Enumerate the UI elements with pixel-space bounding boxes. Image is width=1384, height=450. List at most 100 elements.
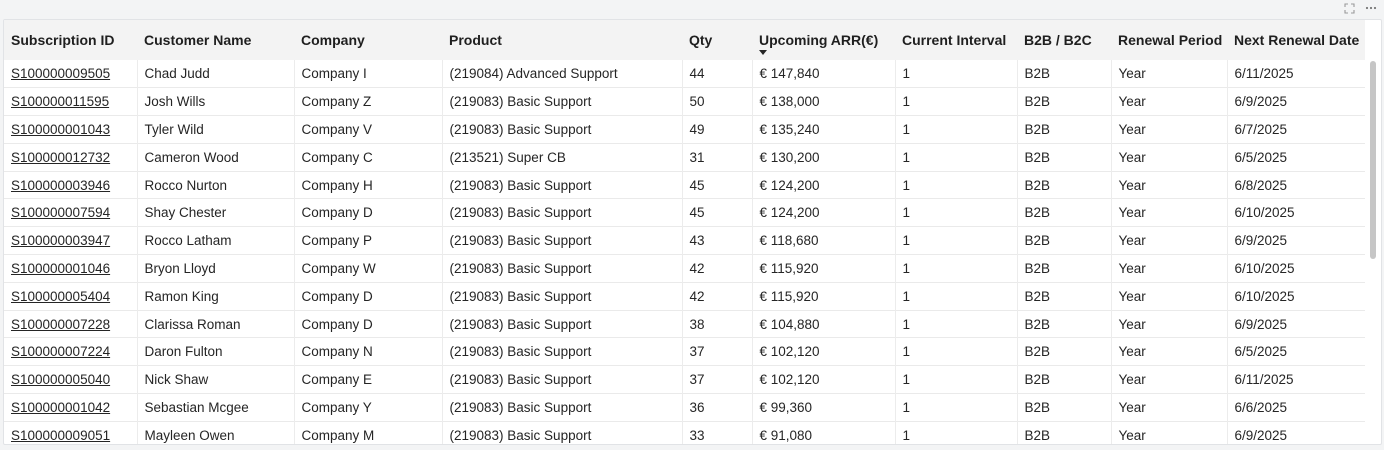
table-cell: Tyler Wild bbox=[137, 115, 295, 144]
table-header-row: Subscription ID Customer Name Company Produ… bbox=[4, 20, 1365, 60]
subscription-id-link[interactable]: S100000007224 bbox=[11, 344, 111, 360]
table-row[interactable]: S100000001046 Bryon Lloyd Company W (219083… bbox=[4, 254, 1365, 283]
table-cell: Bryon Lloyd bbox=[137, 254, 295, 283]
table-cell: B2B bbox=[1017, 60, 1112, 88]
table-cell: Company D bbox=[294, 282, 443, 311]
table-cell: B2B bbox=[1017, 365, 1112, 394]
table-cell: € 115,920 bbox=[752, 254, 896, 283]
table-cell: 1 bbox=[895, 226, 1018, 255]
subscription-id-link[interactable]: S100000007594 bbox=[11, 205, 111, 221]
table-cell: S100000005404 bbox=[4, 282, 138, 311]
column-header-qty[interactable]: Qty bbox=[682, 20, 752, 60]
table-cell: 37 bbox=[682, 365, 753, 394]
column-header-subscription-id[interactable]: Subscription ID bbox=[4, 20, 137, 60]
table-cell: € 124,200 bbox=[752, 198, 896, 227]
table-cell: S100000012732 bbox=[4, 143, 138, 172]
column-header-upcoming-arr[interactable]: Upcoming ARR(€) bbox=[752, 20, 895, 60]
vertical-scrollbar[interactable] bbox=[1370, 61, 1376, 259]
table-row[interactable]: S100000003947 Rocco Latham Company P (21908… bbox=[4, 226, 1365, 255]
column-header-company[interactable]: Company bbox=[294, 20, 442, 60]
subscription-id-link[interactable]: S100000012732 bbox=[11, 149, 111, 165]
table-cell: € 115,920 bbox=[752, 282, 896, 311]
table-cell: 6/5/2025 bbox=[1234, 344, 1288, 360]
subscription-id-link[interactable]: S100000009505 bbox=[11, 66, 111, 82]
table-cell: Company C bbox=[294, 143, 443, 172]
table-cell: 6/5/2025 bbox=[1234, 149, 1288, 165]
table-row[interactable]: S100000012732 Cameron Wood Company C (21352… bbox=[4, 143, 1365, 172]
more-options-icon[interactable] bbox=[1364, 1, 1378, 15]
table-cell: 1 bbox=[895, 143, 1018, 172]
subscription-id-link[interactable]: S100000011595 bbox=[11, 94, 110, 110]
subscription-id-link[interactable]: S100000005404 bbox=[11, 288, 111, 304]
table-cell: (213521) Super CB bbox=[442, 143, 683, 172]
table-cell: 1 bbox=[895, 365, 1018, 394]
table-cell: 37 bbox=[682, 337, 753, 366]
table-cell: Company D bbox=[294, 310, 443, 338]
table-row[interactable]: S100000007224 Daron Fulton Company N (21908… bbox=[4, 337, 1365, 366]
subscription-id-link[interactable]: S100000003947 bbox=[11, 233, 111, 249]
table-row[interactable]: S100000007228 Clarissa Roman Company D (219… bbox=[4, 310, 1365, 338]
table-cell: Company Z bbox=[294, 87, 443, 116]
table-cell: Company D bbox=[294, 198, 443, 227]
table-cell: S100000007228 bbox=[4, 310, 138, 338]
table-cell: € 124,200 bbox=[752, 171, 896, 199]
column-header-next-renewal-date[interactable]: Next Renewal Date bbox=[1227, 20, 1365, 60]
table-cell: Sebastian Mcgee bbox=[137, 393, 295, 422]
table-cell: 6/9/2025 bbox=[1234, 427, 1288, 443]
table-cell: S100000001043 bbox=[4, 115, 138, 144]
table-cell: Company N bbox=[294, 337, 443, 366]
table-cell: 45 bbox=[682, 171, 753, 199]
column-header-b2b-b2c[interactable]: B2B / B2C bbox=[1017, 20, 1111, 60]
table-cell: Year bbox=[1111, 171, 1228, 199]
table-cell: B2B bbox=[1017, 171, 1112, 199]
column-header-current-interval[interactable]: Current Interval bbox=[895, 20, 1017, 60]
subscription-id-link[interactable]: S100000003946 bbox=[11, 177, 111, 193]
table-cell: 1 bbox=[895, 282, 1018, 311]
subscription-id-link[interactable]: S100000009051 bbox=[11, 427, 111, 443]
table-row[interactable]: S100000007594 Shay Chester Company D (21908… bbox=[4, 198, 1365, 227]
visual-header-icons bbox=[1342, 1, 1378, 15]
column-header-renewal-period[interactable]: Renewal Period bbox=[1111, 20, 1227, 60]
subscription-id-link[interactable]: S100000007228 bbox=[11, 316, 111, 332]
table-cell: Company Y bbox=[294, 393, 443, 422]
column-header-label: Renewal Period bbox=[1118, 32, 1223, 48]
table-row[interactable]: S100000003946 Rocco Nurton Company H (21908… bbox=[4, 171, 1365, 199]
table-cell: 1 bbox=[895, 421, 1018, 444]
table-cell: B2B bbox=[1017, 198, 1112, 227]
table-cell: 33 bbox=[682, 421, 753, 444]
table-cell: B2B bbox=[1017, 226, 1112, 255]
table-cell: B2B bbox=[1017, 310, 1112, 338]
column-header-label: Next Renewal Date bbox=[1234, 32, 1360, 48]
table-row[interactable]: S100000001043 Tyler Wild Company V (219083)… bbox=[4, 115, 1365, 144]
column-header-product[interactable]: Product bbox=[442, 20, 682, 60]
table-cell: B2B bbox=[1017, 115, 1112, 144]
table-cell: 1 bbox=[895, 171, 1018, 199]
column-header-customer-name[interactable]: Customer Name bbox=[137, 20, 294, 60]
table-cell: Year bbox=[1111, 393, 1228, 422]
table-row[interactable]: S100000009505 Chad Judd Company I (219084) … bbox=[4, 60, 1365, 88]
column-header-label: Company bbox=[301, 32, 365, 48]
table-cell: Company E bbox=[294, 365, 443, 394]
table-cell: Company I bbox=[294, 60, 443, 88]
table-row[interactable]: S100000001042 Sebastian Mcgee Company Y (21… bbox=[4, 393, 1365, 422]
subscription-id-link[interactable]: S100000001043 bbox=[11, 121, 111, 137]
table-row[interactable]: S100000005040 Nick Shaw Company E (219083) … bbox=[4, 365, 1365, 394]
table-row[interactable]: S100000011595 Josh Wills Company Z (219083)… bbox=[4, 87, 1365, 116]
table-row[interactable]: S100000005404 Ramon King Company D (219083)… bbox=[4, 282, 1365, 311]
subscription-id-link[interactable]: S100000001046 bbox=[11, 260, 111, 276]
table-cell: (219083) Basic Support bbox=[442, 393, 683, 422]
expand-icon[interactable] bbox=[1342, 1, 1356, 15]
table-row[interactable]: S100000009051 Mayleen Owen Company M (21908… bbox=[4, 421, 1365, 444]
table-cell: (219084) Advanced Support bbox=[442, 60, 683, 88]
column-header-label: Product bbox=[449, 32, 502, 48]
table-cell: Company V bbox=[294, 115, 443, 144]
column-header-label: B2B / B2C bbox=[1024, 32, 1092, 48]
table-cell: S100000003946 bbox=[4, 171, 138, 199]
table-cell: Year bbox=[1111, 143, 1228, 172]
subscription-id-link[interactable]: S100000001042 bbox=[11, 399, 111, 415]
sort-descending-icon bbox=[759, 50, 767, 55]
subscription-id-link[interactable]: S100000005040 bbox=[11, 372, 111, 388]
table-cell: 6/10/2025 bbox=[1234, 288, 1295, 304]
table-cell: 6/11/2025 bbox=[1234, 372, 1294, 388]
table-cell: 1 bbox=[895, 393, 1018, 422]
